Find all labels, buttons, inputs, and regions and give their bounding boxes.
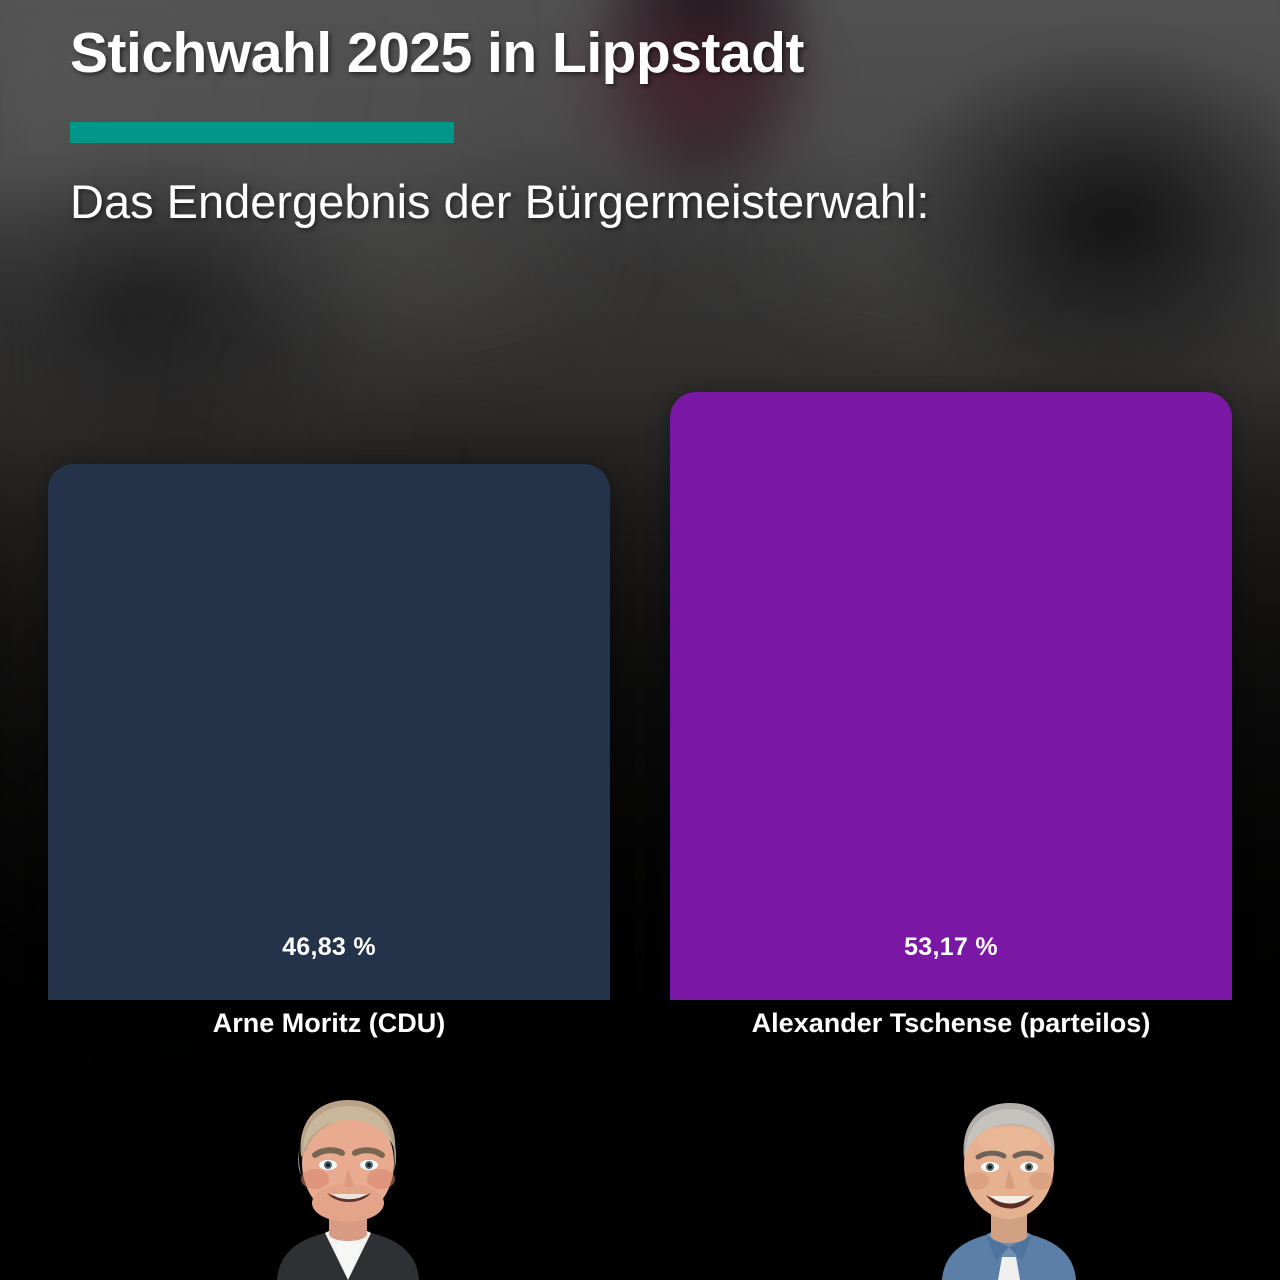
bar-value-arne-moritz: 46,83 % [282,933,376,961]
bar-arne-moritz: 46,83 % Arne Moritz (CDU) [48,464,610,1038]
accent-rule [70,121,454,143]
arne-moritz-portrait [263,1075,433,1280]
page-title: Stichwahl 2025 in Lippstadt [70,21,805,85]
header: Stichwahl 2025 in Lippstadt Das Endergeb… [70,21,1230,229]
bar-group-arne-moritz: 46,83 % Arne Moritz (CDU) [48,464,610,1038]
bar-alexander-tschense: 53,17 % Alexander Tschense (parteilos) [670,392,1232,1038]
bar-group-alexander-tschense: 53,17 % Alexander Tschense (parteilos) [670,392,1232,1038]
alexander-tschense-portrait [924,1075,1094,1280]
bar-label-arne-moritz: Arne Moritz (CDU) [212,1008,446,1038]
bar-value-alexander-tschense: 53,17 % [904,933,998,961]
bar-label-alexander-tschense: Alexander Tschense (parteilos) [751,1008,1151,1038]
page-subtitle: Das Endergebnis der Bürgermeisterwahl: [70,174,930,228]
